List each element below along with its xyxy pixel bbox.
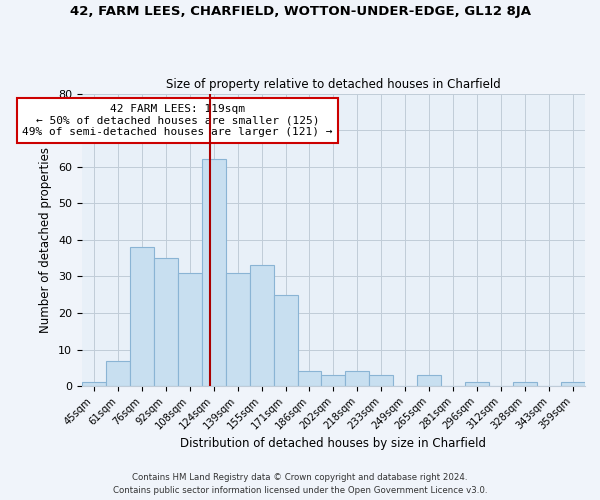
Text: 42, FARM LEES, CHARFIELD, WOTTON-UNDER-EDGE, GL12 8JA: 42, FARM LEES, CHARFIELD, WOTTON-UNDER-E… — [70, 5, 530, 18]
Bar — [250, 266, 274, 386]
Bar — [106, 360, 130, 386]
Bar — [561, 382, 585, 386]
Bar — [202, 160, 226, 386]
Y-axis label: Number of detached properties: Number of detached properties — [40, 147, 52, 333]
Bar — [226, 272, 250, 386]
Bar — [82, 382, 106, 386]
Bar — [418, 375, 441, 386]
Text: Contains HM Land Registry data © Crown copyright and database right 2024.
Contai: Contains HM Land Registry data © Crown c… — [113, 474, 487, 495]
Text: 42 FARM LEES: 119sqm
← 50% of detached houses are smaller (125)
49% of semi-deta: 42 FARM LEES: 119sqm ← 50% of detached h… — [22, 104, 333, 137]
Bar — [465, 382, 489, 386]
Bar — [322, 375, 346, 386]
Bar — [346, 372, 370, 386]
Title: Size of property relative to detached houses in Charfield: Size of property relative to detached ho… — [166, 78, 501, 91]
Bar — [130, 247, 154, 386]
Bar — [298, 372, 322, 386]
Bar — [513, 382, 537, 386]
Bar — [274, 294, 298, 386]
Bar — [178, 272, 202, 386]
Bar — [370, 375, 394, 386]
X-axis label: Distribution of detached houses by size in Charfield: Distribution of detached houses by size … — [181, 437, 487, 450]
Bar — [154, 258, 178, 386]
